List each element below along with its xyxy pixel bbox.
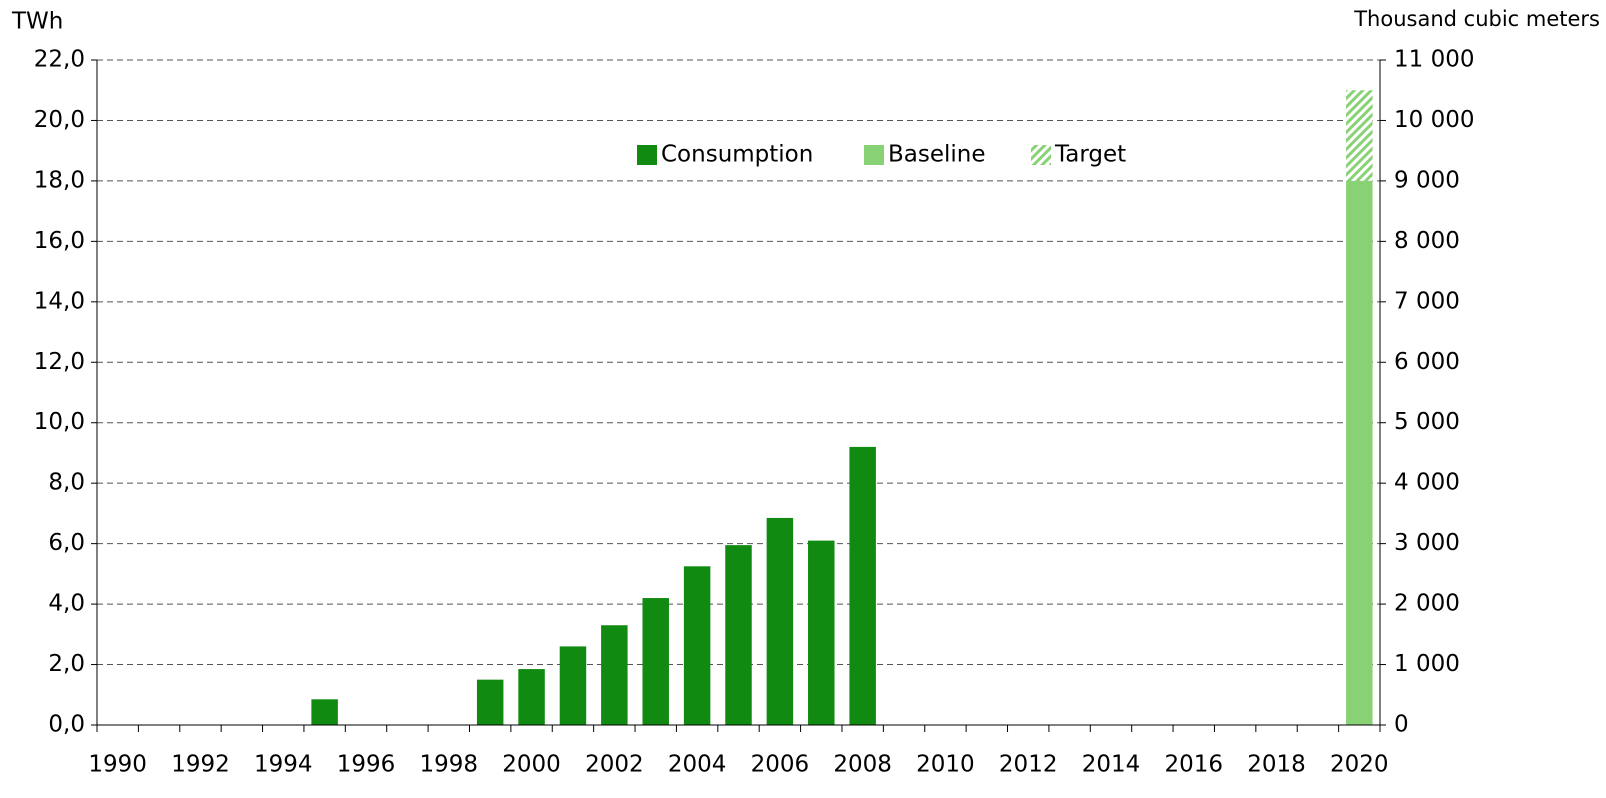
- x-tick-label: 2014: [1082, 752, 1141, 778]
- x-tick-label: 2020: [1330, 752, 1389, 778]
- y-tick-label: 22,0: [34, 47, 85, 73]
- y-tick-label: 16,0: [34, 228, 85, 254]
- legend-label: Consumption: [661, 142, 813, 168]
- bar: [559, 646, 587, 725]
- bar: [725, 545, 752, 725]
- bar: [849, 446, 876, 725]
- x-tick-label: 2008: [833, 752, 892, 778]
- y2-tick-label: 6 000: [1394, 349, 1460, 375]
- y2-tick-label: 11 000: [1394, 47, 1474, 73]
- y-tick-label: 8,0: [48, 470, 85, 496]
- y2-tick-label: 9 000: [1394, 167, 1460, 193]
- bar: [311, 699, 338, 725]
- legend-swatch: [864, 145, 884, 165]
- legend-swatch: [637, 145, 657, 165]
- x-tick-label: 1998: [420, 752, 479, 778]
- y2-tick-label: 1 000: [1394, 651, 1460, 677]
- y2-tick-label: 5 000: [1394, 409, 1460, 435]
- y2-tick-label: 8 000: [1394, 228, 1460, 254]
- y2-tick-label: 3 000: [1394, 530, 1460, 556]
- y-tick-label: 18,0: [34, 167, 85, 193]
- y-tick-label: 20,0: [34, 107, 85, 133]
- x-tick-label: 1994: [254, 752, 313, 778]
- x-tick-label: 1996: [337, 752, 396, 778]
- x-tick-label: 1992: [171, 752, 230, 778]
- x-tick-label: 2004: [668, 752, 727, 778]
- x-tick-label: 2006: [751, 752, 810, 778]
- bar: [476, 679, 504, 725]
- x-tick-label: 2018: [1247, 752, 1306, 778]
- y2-tick-label: 2 000: [1394, 591, 1460, 617]
- y-tick-label: 0,0: [48, 712, 85, 738]
- y-tick-label: 12,0: [34, 349, 85, 375]
- y2-tick-label: 10 000: [1394, 107, 1474, 133]
- bar: [1346, 90, 1373, 181]
- bar: [766, 517, 794, 725]
- y-axis-label: TWh: [11, 9, 63, 35]
- y-tick-label: 2,0: [48, 651, 85, 677]
- bar: [1346, 180, 1373, 726]
- bar: [808, 540, 835, 725]
- y2-tick-label: 4 000: [1394, 470, 1460, 496]
- y2-tick-label: 0: [1394, 712, 1409, 738]
- bar: [518, 669, 545, 725]
- x-tick-label: 2010: [916, 752, 975, 778]
- y2-axis-label: Thousand cubic meters: [1353, 7, 1600, 31]
- x-tick-label: 2002: [585, 752, 644, 778]
- x-tick-label: 2000: [502, 752, 561, 778]
- y-tick-label: 6,0: [48, 530, 85, 556]
- x-tick-label: 2012: [999, 752, 1058, 778]
- bar: [601, 625, 628, 725]
- legend-swatch: [1031, 145, 1051, 165]
- y-tick-label: 4,0: [48, 591, 85, 617]
- y2-tick-label: 7 000: [1394, 288, 1460, 314]
- y-tick-label: 10,0: [34, 409, 85, 435]
- x-tick-label: 2016: [1164, 752, 1223, 778]
- legend-label: Target: [1054, 142, 1126, 168]
- legend-label: Baseline: [888, 142, 986, 168]
- x-tick-label: 1990: [88, 752, 147, 778]
- bar: [642, 598, 669, 725]
- bar: [683, 566, 711, 725]
- y-tick-label: 14,0: [34, 288, 85, 314]
